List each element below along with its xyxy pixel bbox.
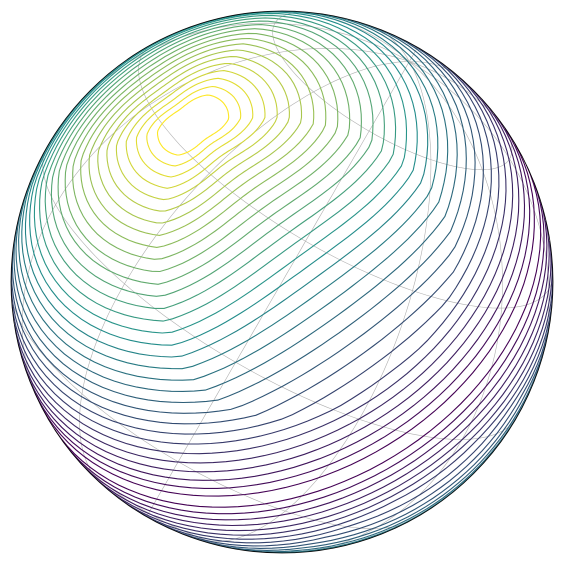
contour-line [50,20,374,297]
contour-line [42,143,535,497]
contour-line [33,12,408,334]
contour-line [15,18,458,392]
contour-line [80,37,327,248]
contour-line [64,28,351,273]
contour-line [72,32,339,260]
graticule-parallel [42,146,517,440]
contour-line [64,182,545,515]
contour-line [44,17,385,309]
contour-layer [11,11,553,553]
contour-line [152,290,553,544]
contour-line [20,98,520,473]
contour-line [14,71,507,455]
contour-line [57,24,362,285]
contour-line [208,359,543,551]
contour-line [11,39,484,425]
contour-line [103,240,552,532]
graticule-meridian [146,61,410,517]
contour-line [29,11,418,346]
globe-outline [10,10,554,554]
graticule-parallel [272,12,513,170]
contour-line [15,85,514,464]
contour-line [13,24,467,404]
contour-line [11,59,500,445]
contour-line [76,201,548,521]
contour-line [170,310,553,547]
graticule-meridian [79,61,410,485]
contour-line [125,70,266,189]
contour-line [227,376,537,553]
contour-line [39,14,397,322]
graticule-meridian [197,61,432,543]
contour-line [146,85,242,167]
contour-line [156,94,230,156]
contour-line [135,270,553,540]
contour-line [33,128,531,489]
contour-line [53,164,542,508]
contour-line [11,31,476,414]
contour-line [18,12,449,381]
contour-line [257,424,514,553]
contour-line [189,330,550,549]
contour-line [88,43,315,236]
contour-line [97,49,303,224]
contour-line [135,77,254,178]
contour-line [118,249,553,536]
contour-line [26,113,526,481]
contour-line [106,56,290,212]
contour-line [115,62,278,201]
contour-line [11,49,492,435]
contour-line [89,220,550,527]
